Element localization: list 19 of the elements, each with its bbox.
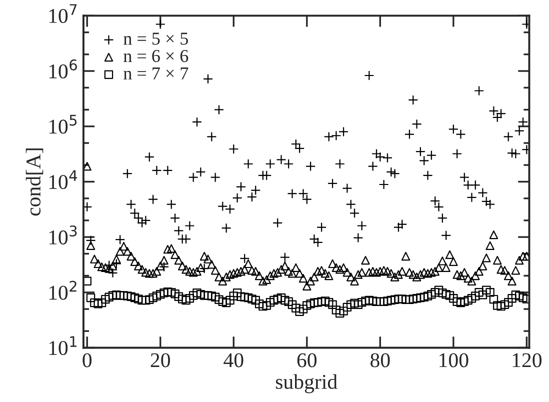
y-tick-label: 10$^{6}$ <box>49 59 77 78</box>
y-tick-label: 10$^{3}$ <box>49 225 77 244</box>
y-tick-label: 10$^{5}$ <box>49 114 77 134</box>
legend-label: n = 7 × 7 <box>124 68 188 80</box>
y-tick-label: 10$^{1}$ <box>49 336 77 356</box>
x-tick-label: 80 <box>370 353 390 368</box>
x-tick-label: 120 <box>512 353 542 368</box>
x-tick-label: 0 <box>82 353 92 368</box>
x-tick-label: 60 <box>297 353 317 368</box>
legend-label: n = 5 × 5 <box>124 32 188 45</box>
y-axis-title: cond[A] <box>26 148 44 216</box>
x-tick-label: 20 <box>150 353 170 368</box>
y-tick-label: 10$^{7}$ <box>49 4 77 23</box>
y-tick-label: 10$^{2}$ <box>49 280 76 300</box>
x-axis-title: subgrid <box>276 374 338 394</box>
x-tick-label: 40 <box>224 353 244 368</box>
y-tick-label: 10$^{4}$ <box>49 170 78 190</box>
x-tick-label: 100 <box>440 353 468 368</box>
legend-label: n = 6 × 6 <box>124 50 188 62</box>
